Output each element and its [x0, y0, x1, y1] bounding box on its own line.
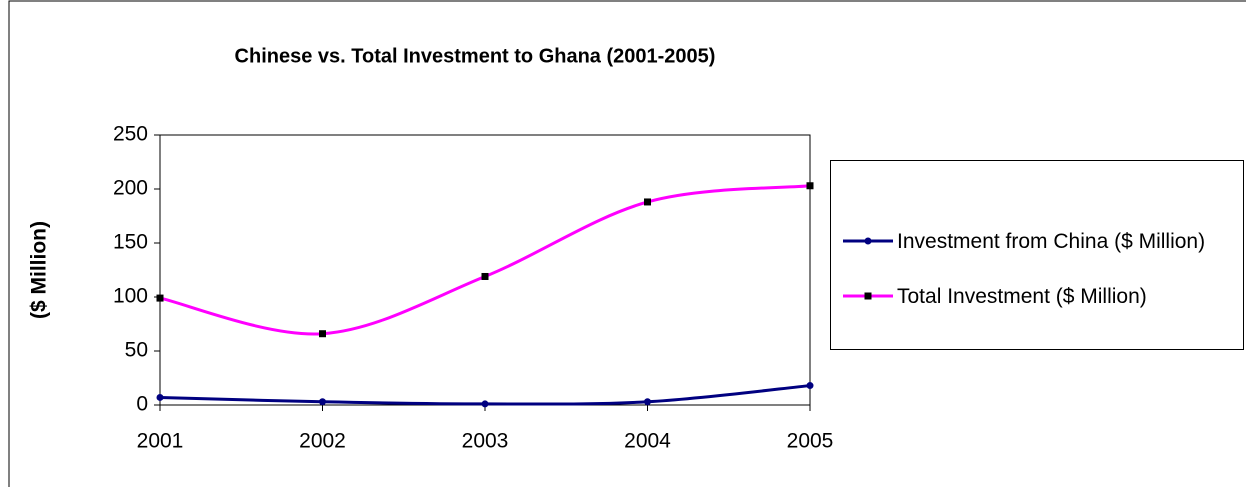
data-point [156, 294, 164, 302]
y-tick-label: 50 [125, 339, 148, 362]
data-point [319, 330, 326, 338]
legend-label: Investment from China ($ Million) [897, 230, 1206, 253]
legend-label: Total Investment ($ Million) [897, 285, 1147, 308]
y-tick-label: 150 [113, 231, 148, 254]
legend-marker [864, 237, 872, 245]
y-axis-label: ($ Million) [28, 221, 51, 319]
legend-entry: Investment from China ($ Million) [839, 228, 1237, 255]
x-tick-label: 2002 [299, 430, 346, 453]
legend: Investment from China ($ Million) Total I… [830, 160, 1244, 350]
x-tick-label: 2003 [462, 430, 509, 453]
data-point [481, 400, 489, 408]
data-point [806, 382, 814, 390]
legend-icon [843, 237, 893, 245]
y-tick-label: 250 [113, 123, 148, 146]
x-tick-label: 2001 [137, 430, 184, 453]
legend-entry: Total Investment ($ Million) [839, 283, 1237, 310]
data-point [156, 393, 164, 401]
x-tick-label: 2004 [624, 430, 671, 453]
data-point [644, 198, 651, 206]
y-tick-label: 100 [113, 285, 148, 308]
data-point [806, 182, 814, 190]
legend-icon [843, 292, 893, 300]
data-point [319, 398, 326, 406]
data-point [481, 272, 489, 280]
y-tick-label: 200 [113, 177, 148, 200]
chart-title: Chinese vs. Total Investment to Ghana (2… [235, 45, 716, 67]
data-point [644, 398, 651, 406]
y-tick-label: 0 [136, 393, 148, 416]
x-tick-label: 2005 [787, 430, 834, 453]
legend-marker [864, 292, 872, 300]
